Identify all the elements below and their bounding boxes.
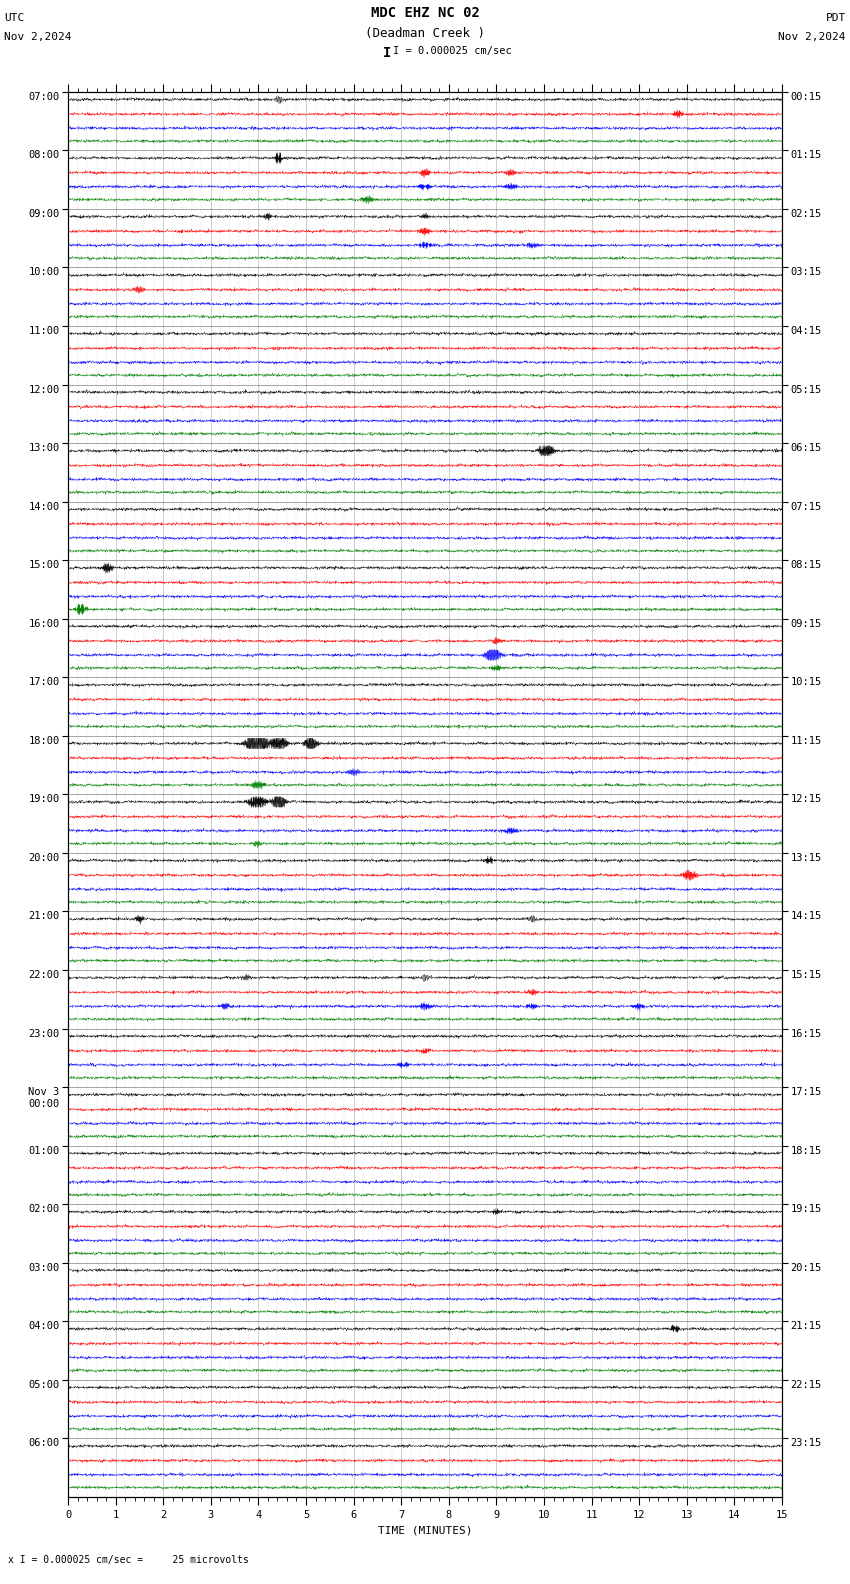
Text: Nov 2,2024: Nov 2,2024 <box>4 32 71 41</box>
Text: UTC: UTC <box>4 13 25 22</box>
Text: I: I <box>382 46 391 60</box>
Text: Nov 2,2024: Nov 2,2024 <box>779 32 846 41</box>
Text: I = 0.000025 cm/sec: I = 0.000025 cm/sec <box>393 46 512 55</box>
Text: PDT: PDT <box>825 13 846 22</box>
Text: (Deadman Creek ): (Deadman Creek ) <box>365 27 485 40</box>
X-axis label: TIME (MINUTES): TIME (MINUTES) <box>377 1525 473 1535</box>
Text: MDC EHZ NC 02: MDC EHZ NC 02 <box>371 6 479 21</box>
Text: x I = 0.000025 cm/sec =     25 microvolts: x I = 0.000025 cm/sec = 25 microvolts <box>8 1555 249 1565</box>
